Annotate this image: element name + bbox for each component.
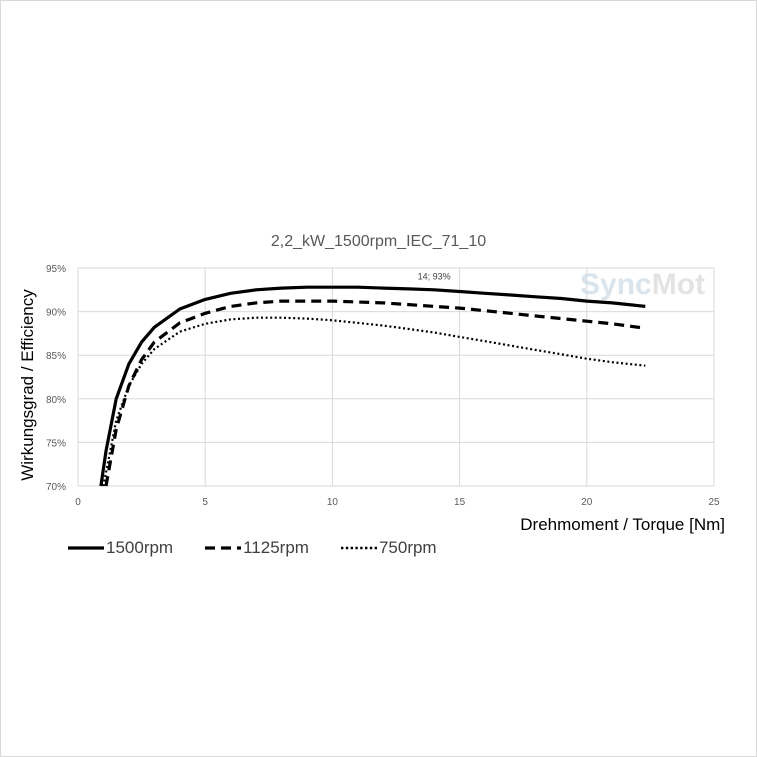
y-tick-label: 85% [46, 351, 66, 362]
legend-item-1500rpm: 1500rpm [68, 538, 173, 558]
legend-item-750rpm: 750rpm [340, 538, 437, 558]
series-line-1125rpm [104, 299, 646, 487]
y-tick-label: 90% [46, 308, 66, 319]
x-axis-label: Drehmoment / Torque [Nm] [520, 515, 725, 534]
data-annotation: 14; 93% [418, 271, 451, 281]
y-axis-label: Wirkungsgrad / Efficiency [18, 289, 37, 481]
chart-title: 2,2_kW_1500rpm_IEC_71_10 [270, 233, 487, 250]
x-tick-label: 20 [581, 497, 593, 508]
x-tick-label: 25 [708, 497, 720, 508]
watermark-logo: SyncMot [580, 268, 705, 302]
y-tick-label: 75% [46, 438, 66, 449]
legend-swatch-dotted [340, 546, 377, 550]
y-tick-label: 70% [46, 482, 66, 493]
watermark-part2: Mot [651, 268, 706, 301]
legend-label: 1500rpm [106, 538, 174, 557]
legend-label: 1125rpm [243, 538, 309, 557]
legend-swatch-solid [68, 546, 104, 550]
series-line-750rpm [102, 316, 646, 487]
legend-label: 750rpm [378, 538, 437, 557]
x-tick-label: 5 [202, 497, 208, 508]
y-tick-label: 80% [46, 395, 66, 406]
x-tick-label: 10 [327, 497, 339, 508]
x-tick-label: 0 [75, 497, 81, 508]
legend: 1500rpm 1125rpm 750rpm [68, 538, 469, 558]
legend-item-1125rpm: 1125rpm [205, 538, 309, 558]
series-line-1500rpm [99, 285, 646, 487]
y-tick-label: 95% [46, 264, 66, 275]
x-tick-label: 15 [454, 497, 466, 508]
legend-swatch-dashed [205, 546, 242, 550]
watermark-part1: Sync [580, 268, 652, 301]
